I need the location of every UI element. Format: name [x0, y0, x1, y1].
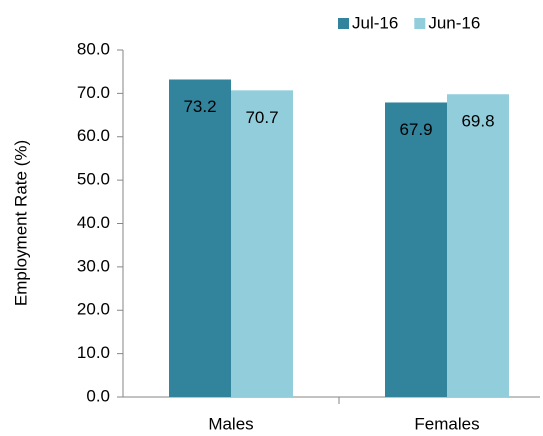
- legend-swatch: [414, 18, 426, 29]
- legend-label: Jul-16: [352, 13, 398, 32]
- x-tick-label: Males: [208, 414, 253, 433]
- data-label: 69.8: [461, 112, 494, 131]
- y-tick-label: 70.0: [77, 83, 110, 102]
- data-label: 70.7: [245, 108, 278, 127]
- bar: [447, 94, 509, 398]
- y-tick-label: 40.0: [77, 213, 110, 232]
- y-tick-label: 10.0: [77, 343, 110, 362]
- y-tick-label: 30.0: [77, 256, 110, 275]
- bar: [385, 102, 447, 397]
- y-tick-label: 80.0: [77, 39, 110, 58]
- y-tick-label: 20.0: [77, 300, 110, 319]
- bar: [231, 90, 293, 398]
- bar: [169, 79, 231, 398]
- legend-swatch: [338, 18, 349, 29]
- y-tick-label: 60.0: [77, 126, 110, 145]
- data-label: 67.9: [399, 120, 432, 139]
- data-label: 73.2: [183, 97, 216, 116]
- legend-label: Jun-16: [428, 13, 480, 32]
- y-tick-label: 0.0: [86, 386, 110, 405]
- y-axis-title: Employment Rate (%): [11, 140, 30, 306]
- x-tick-label: Females: [414, 414, 479, 433]
- y-tick-label: 50.0: [77, 170, 110, 189]
